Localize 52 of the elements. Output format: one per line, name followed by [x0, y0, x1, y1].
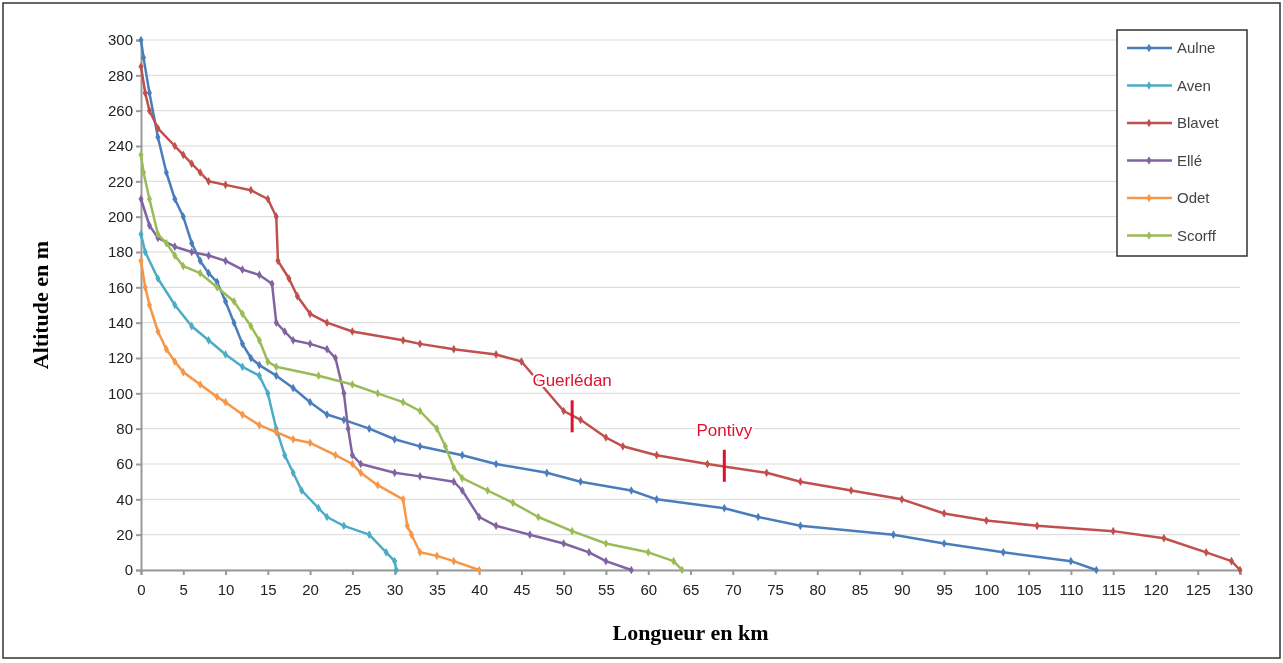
- x-tick-label: 50: [555, 580, 573, 598]
- y-tick-label: 0: [124, 561, 133, 579]
- x-tick-label: 0: [137, 580, 146, 598]
- legend-label: Ellé: [1177, 151, 1203, 169]
- y-tick-label: 120: [107, 349, 133, 367]
- y-tick-label: 240: [107, 137, 133, 155]
- legend-label: Aulne: [1177, 39, 1216, 56]
- x-tick-label: 115: [1101, 580, 1126, 598]
- x-tick-label: 20: [302, 580, 319, 598]
- x-tick-label: 80: [809, 580, 827, 598]
- y-tick-label: 100: [107, 384, 133, 402]
- y-tick-label: 40: [116, 490, 133, 508]
- x-tick-label: 40: [471, 580, 488, 598]
- x-tick-label: 100: [974, 580, 1000, 598]
- x-tick-label: 130: [1227, 580, 1254, 598]
- x-tick-label: 10: [217, 580, 235, 598]
- y-tick-label: 180: [107, 243, 133, 261]
- y-tick-label: 60: [116, 455, 133, 473]
- y-tick-label: 260: [107, 101, 133, 119]
- y-tick-label: 220: [107, 172, 133, 190]
- y-tick-label: 160: [107, 278, 133, 296]
- y-tick-label: 80: [116, 419, 133, 437]
- x-tick-label: 75: [767, 580, 784, 598]
- x-tick-label: 105: [1016, 580, 1042, 598]
- x-tick-label: 70: [724, 580, 742, 598]
- y-tick-label: 20: [116, 525, 133, 543]
- y-tick-label: 200: [107, 207, 133, 225]
- x-tick-label: 45: [513, 580, 531, 598]
- y-axis-title: Altitude en m: [28, 240, 53, 370]
- y-tick-label: 300: [107, 31, 133, 49]
- x-tick-label: 125: [1185, 580, 1211, 598]
- legend-label: Odet: [1177, 189, 1211, 206]
- y-tick-label: 280: [107, 66, 133, 84]
- legend-label: Aven: [1177, 76, 1211, 94]
- x-tick-label: 15: [259, 580, 277, 598]
- legend-label: Blavet: [1177, 114, 1220, 131]
- y-tick-label: 140: [107, 313, 133, 331]
- x-tick-label: 85: [851, 580, 869, 598]
- x-tick-label: 95: [936, 580, 953, 598]
- x-tick-label: 35: [429, 580, 446, 598]
- x-tick-label: 60: [640, 580, 658, 598]
- legend-label: Scorff: [1177, 226, 1217, 244]
- x-tick-label: 120: [1143, 580, 1169, 598]
- annotation: Pontivy: [696, 420, 753, 440]
- x-tick-label: 65: [682, 580, 700, 598]
- x-tick-label: 110: [1059, 580, 1084, 598]
- x-axis-title: Longueur en km: [612, 620, 769, 645]
- x-tick-label: 90: [894, 580, 911, 598]
- x-tick-label: 5: [179, 580, 188, 598]
- x-tick-label: 55: [598, 580, 615, 598]
- x-tick-label: 30: [386, 580, 404, 598]
- x-tick-label: 25: [344, 580, 362, 598]
